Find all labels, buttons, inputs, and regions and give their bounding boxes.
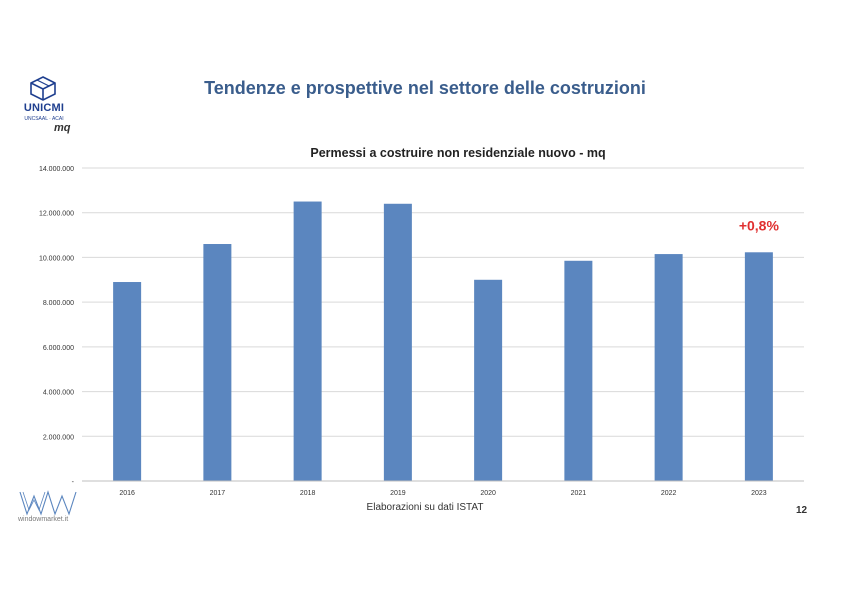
windowmarket-mark-icon [19,490,77,516]
chart-title: Permessi a costruire non residenziale nu… [310,146,605,160]
bar [564,260,593,481]
windowmarket-caption: windowmarket.it [18,516,69,523]
x-tick-label: 2023 [751,490,767,497]
bar [113,282,142,481]
labels: - 2.000.000 4.000.000 6.000.000 8.000.000 10.… [39,166,780,497]
x-tick-label: 2020 [480,490,496,497]
unicmi-logo: UNICMI UNCSAAL · ACAI [20,75,80,135]
y-tick-label: 14.000.000 [39,166,74,173]
x-tick-label: 2019 [390,490,406,497]
y-tick-label: 6.000.000 [43,345,74,352]
bar-chart: Permessi a costruire non residenziale nu… [39,146,804,497]
bar [383,203,412,481]
y-tick-label: 2.000.000 [43,434,74,441]
y-tick-label: - [72,479,75,486]
slide-title: Tendenze e prospettive nel settore delle… [204,78,646,98]
y-tick-label: 10.000.000 [39,255,74,262]
x-tick-label: 2018 [300,490,316,497]
unicmi-cube-icon [30,76,56,101]
grid-lines [82,167,804,437]
page-number: 12 [796,505,808,516]
bar [744,252,773,481]
unit-label: mq [54,122,71,134]
bar [203,244,232,481]
x-tick-label: 2017 [210,490,226,497]
unicmi-logo-name: UNICMI [23,102,65,114]
x-tick-label: 2022 [661,490,677,497]
y-tick-label: 8.000.000 [43,300,74,307]
windowmarket-logo: windowmarket.it [18,490,88,530]
bar [293,201,322,482]
bar [474,279,503,481]
bars [113,201,773,482]
growth-annotation: +0,8% [739,217,780,233]
y-tick-label: 4.000.000 [43,390,74,397]
y-tick-label: 12.000.000 [39,211,74,218]
bar [654,254,683,481]
source-note: Elaborazioni su dati ISTAT [366,502,484,513]
x-tick-label: 2016 [119,490,135,497]
unicmi-logo-subtitle: UNCSAAL · ACAI [24,116,64,122]
x-tick-label: 2021 [571,490,587,497]
